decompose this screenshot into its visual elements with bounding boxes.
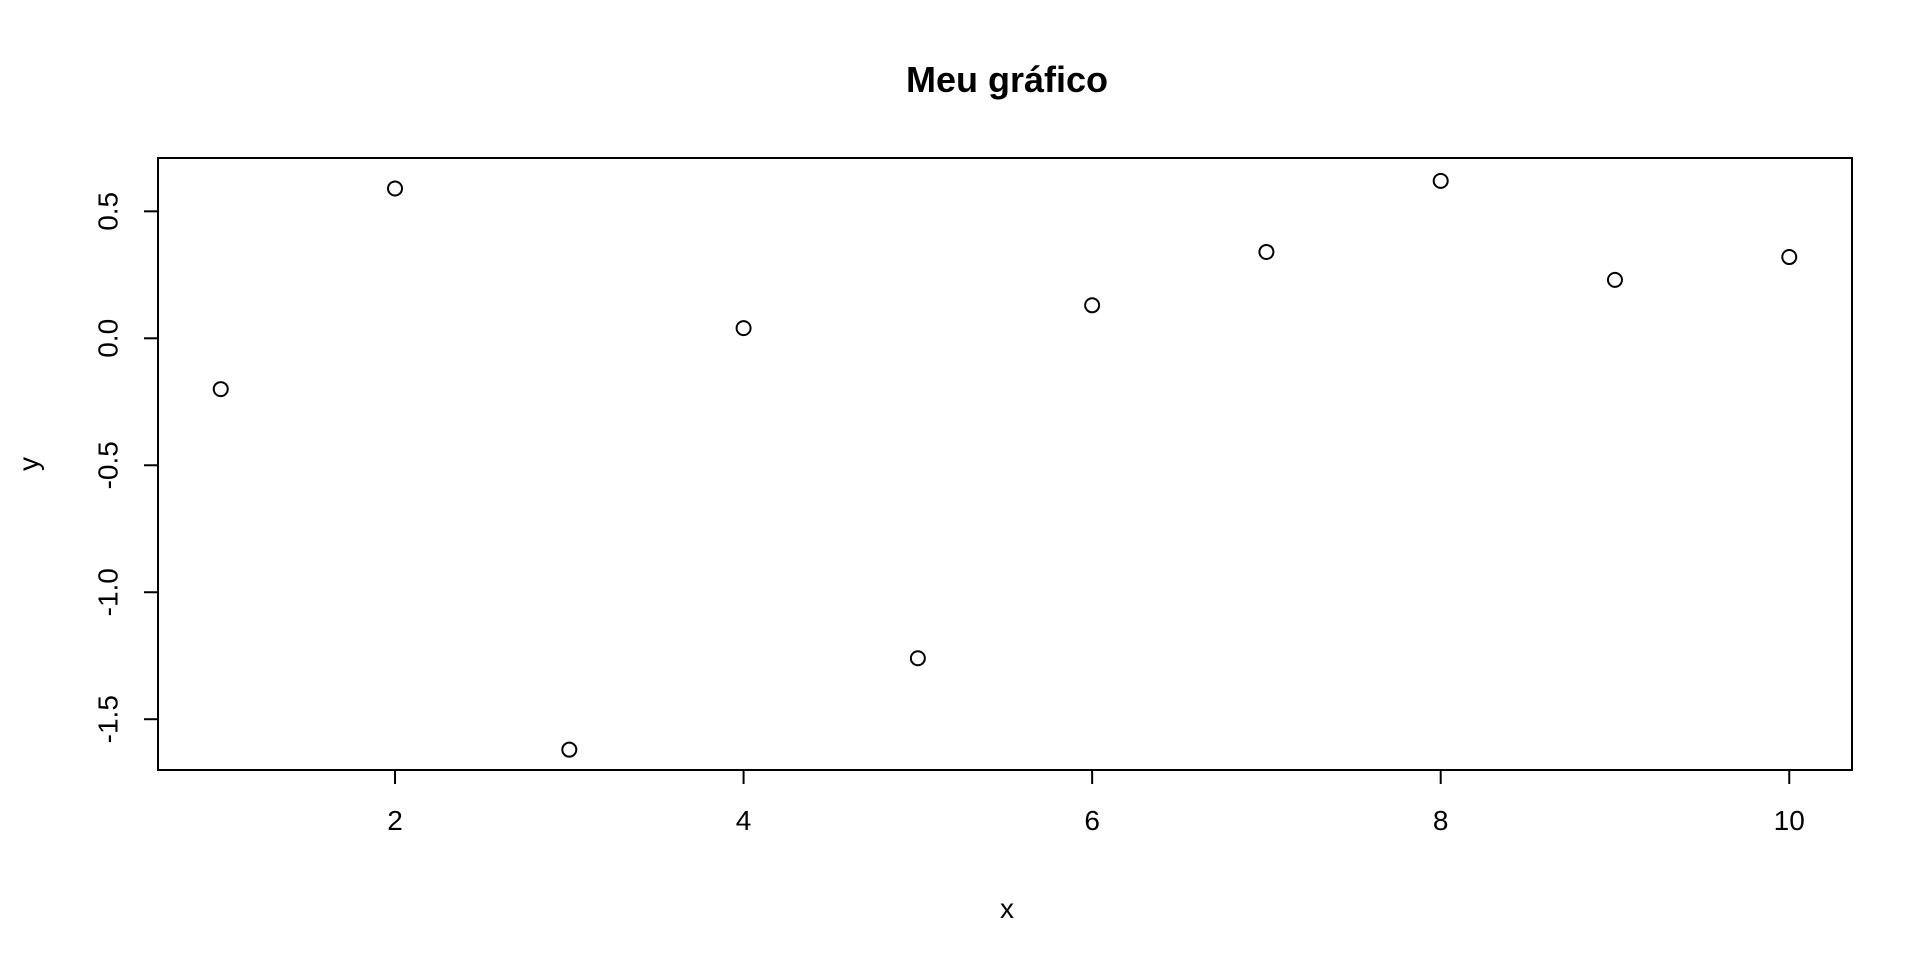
x-tick-label: 6 <box>1084 805 1100 836</box>
data-points <box>212 172 1798 758</box>
y-tick-label: -0.5 <box>93 441 124 489</box>
x-tick-label: 8 <box>1433 805 1449 836</box>
data-point <box>909 650 926 667</box>
data-point <box>1084 297 1101 314</box>
y-tick-label: -1.5 <box>93 695 124 743</box>
data-point <box>1781 249 1798 266</box>
x-tick-label: 4 <box>736 805 752 836</box>
data-point <box>212 381 229 398</box>
y-tick-label: 0.0 <box>93 319 124 358</box>
data-point <box>1606 271 1623 288</box>
data-point <box>561 741 578 758</box>
data-point <box>387 180 404 197</box>
x-tick-label: 10 <box>1774 805 1805 836</box>
data-point <box>1258 243 1275 260</box>
x-axis-label: x <box>1000 893 1014 924</box>
y-tick-label: -1.0 <box>93 568 124 616</box>
y-tick-label: 0.5 <box>93 192 124 231</box>
data-point <box>1432 172 1449 189</box>
plot-frame <box>157 157 1853 771</box>
x-axis: 2 4 6 8 10 <box>387 769 1805 836</box>
y-axis: -1.5 -1.0 -0.5 0.0 0.5 <box>93 192 159 743</box>
chart-title: Meu gráfico <box>906 59 1108 100</box>
x-tick-label: 2 <box>387 805 403 836</box>
data-point <box>735 320 752 337</box>
y-axis-label: y <box>13 457 44 471</box>
